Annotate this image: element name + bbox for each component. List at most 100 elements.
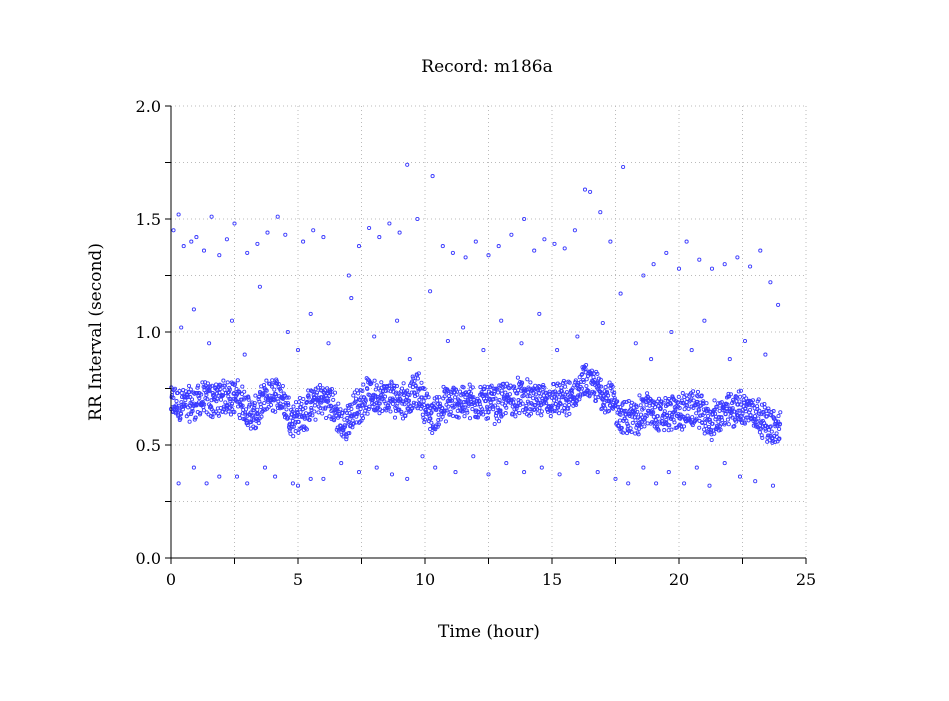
data-point	[329, 386, 334, 392]
data-point	[691, 405, 696, 410]
data-point	[317, 383, 323, 388]
data-point	[374, 383, 379, 388]
data-point	[246, 397, 251, 402]
data-point	[715, 404, 720, 409]
data-point	[676, 412, 681, 417]
data-point	[654, 481, 659, 486]
data-point	[607, 380, 612, 385]
data-point	[438, 417, 443, 422]
data-point	[443, 408, 448, 413]
data-point	[410, 374, 415, 379]
data-point	[321, 476, 326, 481]
data-point	[258, 404, 263, 410]
data-point	[275, 381, 280, 386]
data-point	[738, 394, 743, 399]
data-point	[426, 395, 431, 400]
data-point	[592, 377, 597, 383]
data-point	[752, 414, 758, 419]
data-point	[619, 425, 624, 430]
data-point	[666, 396, 672, 402]
data-point	[456, 415, 461, 420]
data-point	[702, 427, 707, 432]
data-point	[539, 413, 544, 418]
data-point	[191, 307, 196, 312]
data-point	[421, 399, 426, 404]
data-point	[518, 398, 523, 404]
data-point	[410, 406, 415, 411]
data-point	[470, 385, 475, 390]
data-point	[682, 481, 687, 486]
data-point	[222, 383, 227, 388]
data-point	[716, 401, 721, 406]
data-point	[443, 419, 448, 424]
data-point	[482, 386, 487, 392]
data-point	[239, 391, 245, 397]
data-point	[218, 386, 223, 392]
data-point	[420, 386, 425, 391]
data-point	[448, 409, 453, 414]
data-point	[424, 391, 430, 396]
y-tick-label: 0.0	[136, 549, 161, 568]
data-point	[738, 388, 744, 393]
data-point	[255, 241, 260, 246]
data-point	[248, 410, 253, 415]
data-point	[259, 414, 264, 419]
data-point	[570, 386, 575, 391]
data-point	[380, 408, 385, 414]
data-point	[255, 412, 260, 417]
data-point	[273, 409, 278, 414]
data-point	[694, 416, 699, 421]
data-point	[768, 433, 773, 438]
data-point	[638, 403, 643, 408]
data-point	[209, 404, 214, 410]
data-point	[486, 253, 491, 258]
data-point	[478, 385, 483, 390]
data-point	[216, 411, 221, 416]
data-point	[572, 228, 577, 233]
data-point	[424, 409, 429, 414]
data-point	[675, 400, 680, 405]
data-point	[720, 417, 725, 423]
data-point	[533, 402, 538, 408]
data-point	[351, 393, 356, 398]
data-point	[481, 348, 486, 353]
data-point	[769, 429, 774, 434]
data-point	[761, 412, 766, 417]
data-point	[440, 406, 445, 411]
data-point	[405, 162, 410, 167]
data-point	[290, 481, 295, 486]
data-point	[189, 239, 194, 244]
data-point	[768, 280, 773, 285]
data-point	[649, 420, 655, 425]
data-point	[391, 386, 396, 391]
data-point	[697, 425, 702, 430]
data-point	[336, 401, 341, 406]
data-point	[281, 396, 286, 401]
data-point	[477, 399, 482, 404]
data-point	[462, 414, 467, 419]
data-point	[216, 413, 221, 418]
data-point	[218, 405, 223, 411]
data-point	[188, 387, 193, 392]
data-point	[681, 424, 687, 429]
data-point	[429, 420, 434, 425]
data-point	[217, 390, 222, 395]
data-point	[249, 418, 254, 423]
data-point	[669, 416, 674, 421]
data-point	[356, 410, 361, 415]
data-point	[710, 421, 715, 426]
data-point	[608, 239, 613, 244]
data-point	[280, 383, 285, 389]
data-point	[467, 382, 472, 387]
data-point	[653, 418, 658, 423]
data-point	[209, 214, 214, 219]
data-point	[526, 401, 531, 406]
data-point	[716, 419, 721, 424]
data-point	[630, 420, 635, 425]
data-point	[471, 454, 476, 459]
data-point	[430, 430, 435, 436]
data-point	[367, 393, 372, 398]
data-point	[428, 416, 433, 421]
data-point	[542, 237, 547, 242]
chart-title: Record: m186a	[421, 57, 552, 77]
